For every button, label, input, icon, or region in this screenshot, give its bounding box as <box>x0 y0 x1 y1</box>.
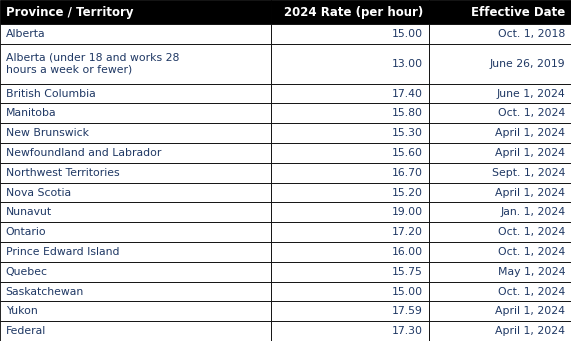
Bar <box>271 84 428 103</box>
Bar <box>428 321 571 341</box>
Text: Yukon: Yukon <box>6 306 38 316</box>
Bar <box>428 103 571 123</box>
Text: April 1, 2024: April 1, 2024 <box>495 148 565 158</box>
Text: June 26, 2019: June 26, 2019 <box>490 59 565 69</box>
Bar <box>271 242 428 262</box>
Bar <box>271 143 428 163</box>
Bar <box>271 301 428 321</box>
Text: Ontario: Ontario <box>6 227 46 237</box>
Text: Newfoundland and Labrador: Newfoundland and Labrador <box>6 148 161 158</box>
Text: Province / Territory: Province / Territory <box>6 5 133 19</box>
Text: 15.75: 15.75 <box>392 267 423 277</box>
Text: 15.00: 15.00 <box>392 29 423 39</box>
Text: 17.59: 17.59 <box>392 306 423 316</box>
Bar <box>428 301 571 321</box>
Text: Oct. 1, 2018: Oct. 1, 2018 <box>498 29 565 39</box>
Bar <box>271 163 428 182</box>
Bar <box>428 123 571 143</box>
Text: 17.20: 17.20 <box>392 227 423 237</box>
Text: 15.80: 15.80 <box>392 108 423 118</box>
Bar <box>0 262 271 282</box>
Bar <box>0 321 271 341</box>
Bar <box>271 203 428 222</box>
Text: June 1, 2024: June 1, 2024 <box>497 89 565 99</box>
Bar <box>271 103 428 123</box>
Bar <box>0 222 271 242</box>
Bar <box>428 222 571 242</box>
Bar <box>428 0 571 24</box>
Text: Oct. 1, 2024: Oct. 1, 2024 <box>498 286 565 297</box>
Text: Alberta (under 18 and works 28
hours a week or fewer): Alberta (under 18 and works 28 hours a w… <box>6 53 179 75</box>
Bar <box>0 163 271 182</box>
Bar <box>271 182 428 203</box>
Text: Effective Date: Effective Date <box>471 5 565 19</box>
Text: Prince Edward Island: Prince Edward Island <box>6 247 119 257</box>
Bar <box>428 182 571 203</box>
Text: April 1, 2024: April 1, 2024 <box>495 188 565 197</box>
Text: 2024 Rate (per hour): 2024 Rate (per hour) <box>284 5 423 19</box>
Text: Saskatchewan: Saskatchewan <box>6 286 84 297</box>
Text: Oct. 1, 2024: Oct. 1, 2024 <box>498 227 565 237</box>
Bar <box>428 143 571 163</box>
Bar <box>271 24 428 44</box>
Bar <box>0 123 271 143</box>
Text: 15.60: 15.60 <box>392 148 423 158</box>
Text: 16.00: 16.00 <box>392 247 423 257</box>
Text: New Brunswick: New Brunswick <box>6 128 89 138</box>
Text: 15.00: 15.00 <box>392 286 423 297</box>
Text: 15.20: 15.20 <box>392 188 423 197</box>
Bar <box>0 0 271 24</box>
Text: Nunavut: Nunavut <box>6 207 52 217</box>
Text: Manitoba: Manitoba <box>6 108 57 118</box>
Bar <box>0 301 271 321</box>
Text: Federal: Federal <box>6 326 46 336</box>
Bar <box>428 282 571 301</box>
Bar <box>0 44 271 84</box>
Text: April 1, 2024: April 1, 2024 <box>495 326 565 336</box>
Text: 17.40: 17.40 <box>392 89 423 99</box>
Text: 15.30: 15.30 <box>392 128 423 138</box>
Bar <box>0 182 271 203</box>
Bar <box>428 242 571 262</box>
Bar <box>428 163 571 182</box>
Bar <box>271 0 428 24</box>
Bar <box>0 143 271 163</box>
Bar <box>428 24 571 44</box>
Text: April 1, 2024: April 1, 2024 <box>495 128 565 138</box>
Bar <box>0 242 271 262</box>
Bar <box>271 262 428 282</box>
Bar <box>271 44 428 84</box>
Bar <box>428 262 571 282</box>
Text: Sept. 1, 2024: Sept. 1, 2024 <box>492 168 565 178</box>
Bar <box>0 24 271 44</box>
Bar <box>428 44 571 84</box>
Bar <box>0 282 271 301</box>
Text: Nova Scotia: Nova Scotia <box>6 188 71 197</box>
Bar <box>0 103 271 123</box>
Text: May 1, 2024: May 1, 2024 <box>498 267 565 277</box>
Bar <box>271 222 428 242</box>
Text: 16.70: 16.70 <box>392 168 423 178</box>
Text: Quebec: Quebec <box>6 267 48 277</box>
Bar <box>428 203 571 222</box>
Bar <box>0 84 271 103</box>
Text: Northwest Territories: Northwest Territories <box>6 168 119 178</box>
Bar <box>271 321 428 341</box>
Text: Jan. 1, 2024: Jan. 1, 2024 <box>500 207 565 217</box>
Bar <box>428 84 571 103</box>
Text: 17.30: 17.30 <box>392 326 423 336</box>
Bar <box>0 203 271 222</box>
Text: Oct. 1, 2024: Oct. 1, 2024 <box>498 247 565 257</box>
Bar <box>271 123 428 143</box>
Text: British Columbia: British Columbia <box>6 89 95 99</box>
Bar <box>271 282 428 301</box>
Text: April 1, 2024: April 1, 2024 <box>495 306 565 316</box>
Text: 19.00: 19.00 <box>392 207 423 217</box>
Text: Oct. 1, 2024: Oct. 1, 2024 <box>498 108 565 118</box>
Text: Alberta: Alberta <box>6 29 45 39</box>
Text: 13.00: 13.00 <box>392 59 423 69</box>
